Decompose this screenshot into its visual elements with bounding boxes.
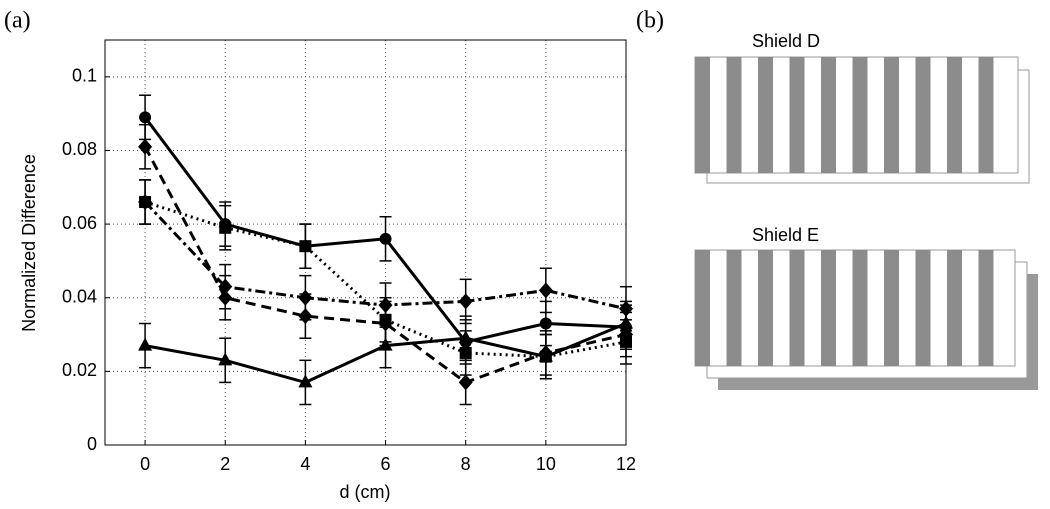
stripe <box>726 57 742 173</box>
stripe <box>852 250 868 366</box>
y-tick-label: 0.06 <box>62 213 97 233</box>
stripe <box>915 57 931 173</box>
marker <box>218 278 233 295</box>
x-tick-label: 12 <box>616 454 636 474</box>
marker <box>538 282 553 299</box>
marker <box>299 240 312 253</box>
marker <box>298 374 313 388</box>
x-axis-label: d (cm) <box>340 482 391 502</box>
marker <box>139 111 152 124</box>
x-tick-label: 8 <box>461 454 471 474</box>
x-tick-label: 4 <box>300 454 310 474</box>
shield-label: Shield E <box>752 225 819 245</box>
stripe <box>947 250 962 366</box>
marker <box>538 348 553 362</box>
panel-label: (b) <box>636 8 664 34</box>
y-tick-label: 0 <box>87 434 97 454</box>
y-tick-label: 0.04 <box>62 286 97 306</box>
stripe <box>821 250 836 366</box>
stripe <box>915 250 931 366</box>
stripe <box>978 57 994 173</box>
marker <box>379 232 392 245</box>
x-tick-label: 2 <box>220 454 230 474</box>
marker <box>218 352 233 366</box>
stripe <box>695 250 710 366</box>
marker <box>458 330 473 344</box>
x-tick-label: 0 <box>140 454 150 474</box>
stripe <box>947 57 962 173</box>
stripe <box>789 57 805 173</box>
stripe <box>695 57 710 173</box>
shield-d-diagram: Shield D <box>694 31 1030 184</box>
marker <box>539 317 552 330</box>
stripe <box>852 57 868 173</box>
shield-label: Shield D <box>752 31 820 51</box>
marker <box>139 196 152 208</box>
stripe <box>884 250 899 366</box>
stripe <box>726 250 742 366</box>
marker <box>138 138 153 155</box>
stripe <box>758 57 773 173</box>
y-axis-label: Normalized Difference <box>19 154 39 332</box>
stripe <box>758 250 773 366</box>
marker <box>298 289 313 306</box>
panel-label: (a) <box>4 8 31 34</box>
y-tick-label: 0.08 <box>62 139 97 159</box>
plot-frame <box>104 39 627 446</box>
marker <box>219 221 232 234</box>
x-tick-label: 6 <box>381 454 391 474</box>
stripe <box>884 57 899 173</box>
y-tick-label: 0.02 <box>62 360 97 380</box>
marker <box>378 337 393 351</box>
stripe <box>789 250 805 366</box>
stripe <box>978 250 994 366</box>
stripe <box>821 57 836 173</box>
x-tick-label: 10 <box>536 454 556 474</box>
marker <box>458 293 473 310</box>
y-tick-label: 0.1 <box>72 66 97 86</box>
shield-e-diagram: Shield E <box>694 225 1038 390</box>
marker <box>458 374 473 391</box>
marker <box>619 315 633 329</box>
marker <box>138 337 153 351</box>
